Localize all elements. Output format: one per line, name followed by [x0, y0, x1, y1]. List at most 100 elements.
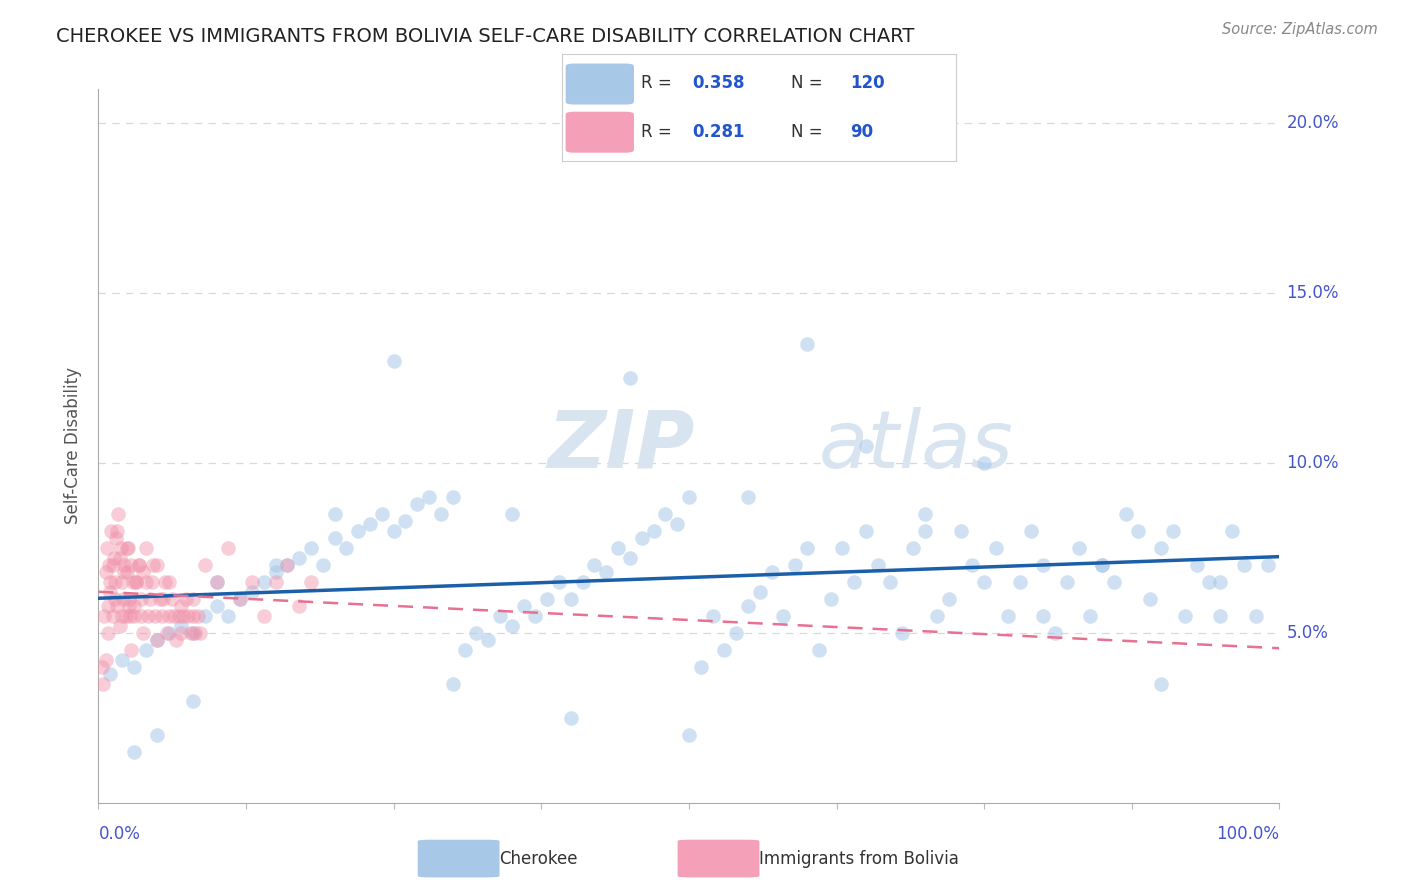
Point: [678, 728, 700, 742]
FancyBboxPatch shape: [567, 64, 633, 103]
Point: [382, 524, 405, 538]
Point: [643, 524, 665, 538]
Point: [1008, 574, 1031, 589]
Point: [181, 591, 204, 606]
Point: [157, 626, 180, 640]
Point: [785, 558, 807, 572]
Point: [125, 574, 148, 589]
Point: [323, 531, 346, 545]
Point: [149, 591, 172, 606]
Point: [312, 558, 335, 572]
Text: 5.0%: 5.0%: [1286, 624, 1329, 642]
Point: [122, 745, 145, 759]
Point: [187, 608, 209, 623]
Point: [737, 490, 759, 504]
Point: [866, 558, 889, 572]
Point: [181, 694, 204, 708]
Point: [430, 507, 453, 521]
Point: [184, 626, 207, 640]
Point: [807, 643, 830, 657]
Point: [160, 591, 183, 606]
Point: [157, 574, 180, 589]
Point: [406, 497, 429, 511]
Point: [132, 565, 155, 579]
Point: [382, 354, 405, 368]
Point: [536, 591, 558, 606]
Point: [630, 531, 652, 545]
Text: 0.358: 0.358: [692, 75, 745, 93]
Point: [205, 574, 228, 589]
Point: [831, 541, 853, 555]
Point: [761, 565, 783, 579]
Point: [110, 541, 132, 555]
Point: [115, 541, 138, 555]
Point: [98, 558, 121, 572]
Point: [1161, 524, 1184, 538]
Point: [104, 574, 127, 589]
Point: [181, 608, 204, 623]
Point: [108, 619, 131, 633]
Point: [299, 541, 322, 555]
Point: [288, 551, 311, 566]
Point: [1233, 558, 1256, 572]
Point: [98, 585, 121, 599]
Point: [229, 591, 252, 606]
Text: CHEROKEE VS IMMIGRANTS FROM BOLIVIA SELF-CARE DISABILITY CORRELATION CHART: CHEROKEE VS IMMIGRANTS FROM BOLIVIA SELF…: [56, 27, 915, 45]
Point: [796, 541, 818, 555]
Point: [153, 574, 176, 589]
Point: [170, 599, 193, 613]
Point: [264, 574, 287, 589]
Point: [1091, 558, 1114, 572]
Point: [973, 574, 995, 589]
Point: [129, 608, 152, 623]
Point: [725, 626, 748, 640]
Point: [172, 608, 194, 623]
Point: [903, 541, 925, 555]
Point: [146, 558, 169, 572]
Point: [879, 574, 901, 589]
Point: [548, 574, 571, 589]
Point: [135, 541, 157, 555]
Point: [112, 565, 135, 579]
Point: [477, 632, 499, 647]
Point: [489, 608, 512, 623]
Point: [560, 711, 582, 725]
Point: [121, 558, 143, 572]
Point: [1091, 558, 1114, 572]
Point: [122, 660, 145, 674]
Point: [323, 507, 346, 521]
Point: [101, 558, 124, 572]
Point: [125, 574, 148, 589]
Point: [949, 524, 972, 538]
Point: [264, 565, 287, 579]
Point: [146, 728, 169, 742]
Point: [796, 337, 818, 351]
Point: [1257, 558, 1279, 572]
Point: [135, 643, 157, 657]
Point: [737, 599, 759, 613]
Text: 100.0%: 100.0%: [1216, 825, 1279, 843]
Text: 10.0%: 10.0%: [1286, 454, 1339, 472]
Point: [112, 558, 135, 572]
Point: [962, 558, 984, 572]
Point: [820, 591, 842, 606]
Point: [335, 541, 357, 555]
Text: 90: 90: [849, 123, 873, 141]
Text: Cherokee: Cherokee: [499, 849, 578, 868]
Text: 15.0%: 15.0%: [1286, 284, 1339, 302]
Point: [619, 551, 641, 566]
Point: [1056, 574, 1078, 589]
Point: [217, 608, 239, 623]
Text: ZIP: ZIP: [547, 407, 695, 485]
Point: [105, 531, 128, 545]
Point: [150, 608, 173, 623]
Point: [1209, 574, 1232, 589]
Point: [453, 643, 475, 657]
Point: [112, 591, 135, 606]
Text: 0.281: 0.281: [692, 123, 745, 141]
Text: Immigrants from Bolivia: Immigrants from Bolivia: [759, 849, 959, 868]
Text: N =: N =: [790, 123, 828, 141]
Point: [748, 585, 770, 599]
Point: [973, 456, 995, 470]
Point: [121, 643, 143, 657]
